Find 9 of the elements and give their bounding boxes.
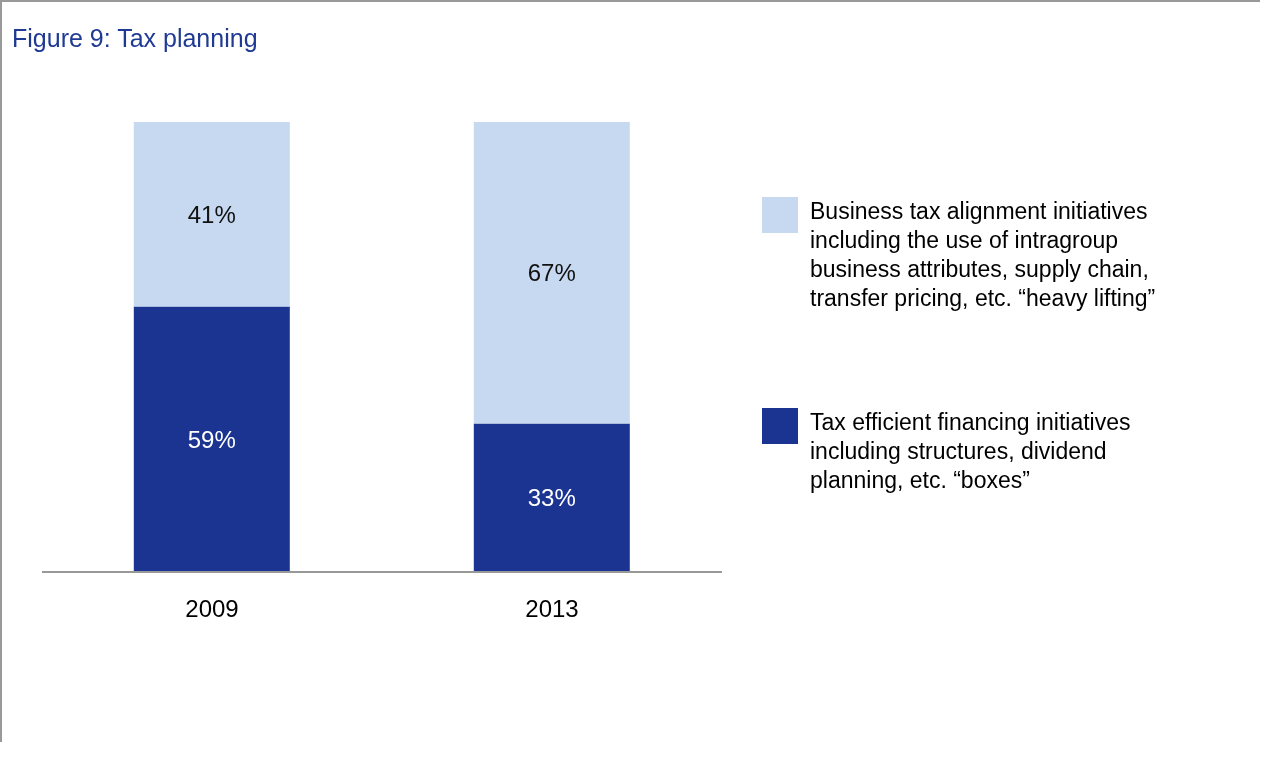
data-label: 59%	[187, 425, 236, 453]
x-tick-label: 2009	[185, 595, 239, 623]
data-label: 67%	[527, 259, 576, 287]
data-label: 41%	[187, 200, 236, 228]
data-label: 33%	[527, 484, 576, 512]
x-tick-label: 2013	[525, 595, 579, 623]
legend-label: Business tax alignment initiatives including the use of intragroup business attributes, supply chain, transfer pricing, etc. “heavy lifting”	[810, 197, 1157, 313]
chart-title: Figure 9: Tax planning	[12, 24, 258, 53]
legend-label: Tax efficient financing initiatives including structures, dividend planning, etc. “boxes”	[810, 408, 1132, 495]
